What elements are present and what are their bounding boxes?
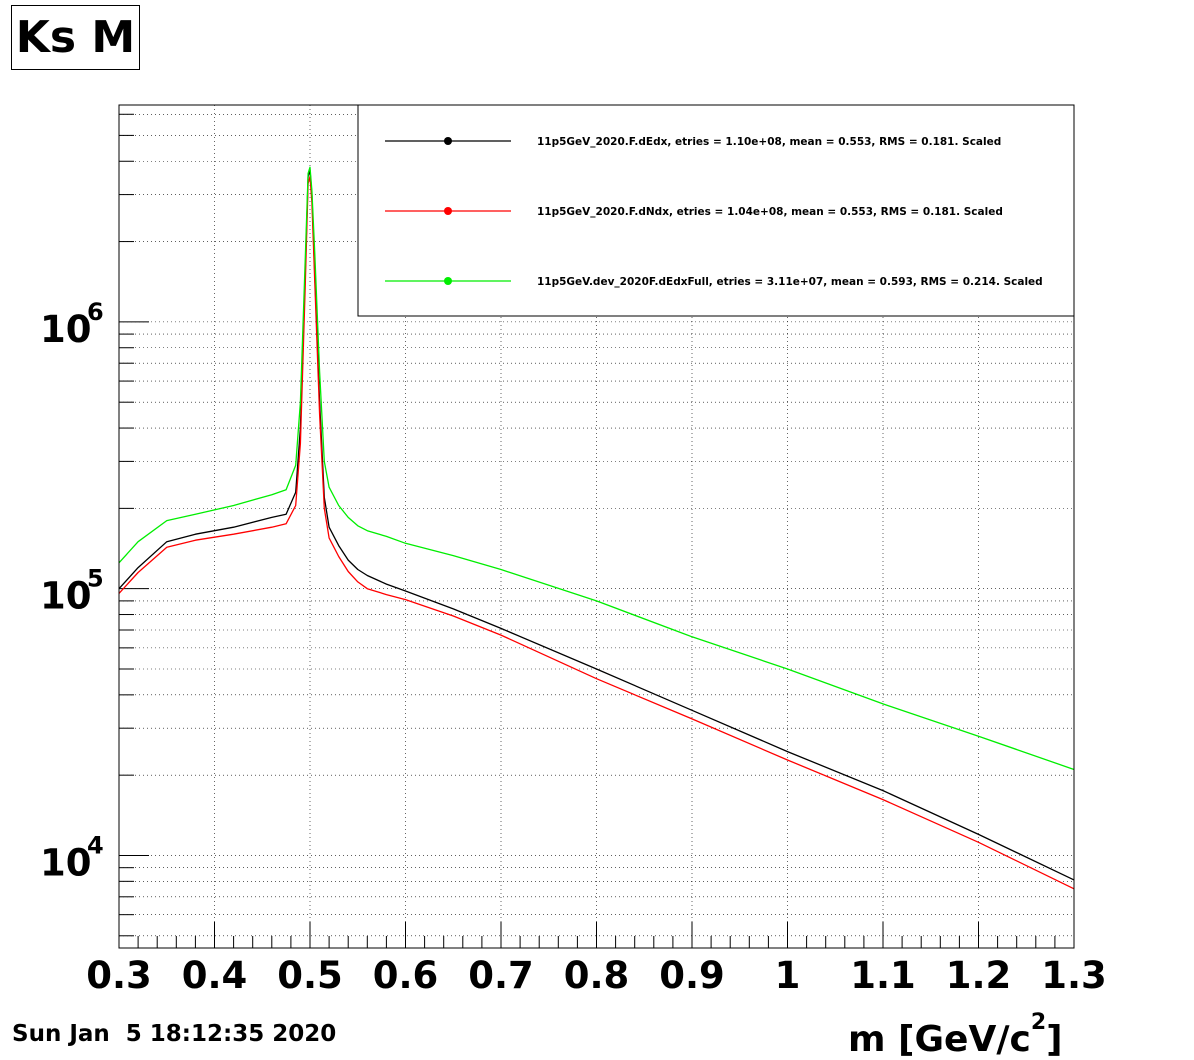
x-tick-label: 0.8 [564, 954, 630, 997]
x-tick-label: 0.3 [86, 954, 152, 997]
y-tick-exponent: 4 [87, 831, 104, 859]
y-tick-label: 104 [40, 831, 104, 884]
y-tick-base: 10 [40, 308, 92, 351]
y-tick-exponent: 6 [87, 298, 104, 326]
y-tick-label: 105 [40, 565, 104, 618]
x-tick-label: 0.9 [659, 954, 725, 997]
x-tick-label: 1 [775, 954, 801, 997]
minor-ticks [118, 113, 1075, 948]
x-tick-label: 0.6 [373, 954, 439, 997]
legend-entry-2: 11p5GeV_2020.F.dNdx, etries = 1.04e+08, … [537, 206, 1003, 218]
y-tick-base: 10 [40, 575, 92, 618]
x-axis-label-base: m [GeV/c [848, 1019, 1031, 1060]
x-tick-label: 0.7 [468, 954, 534, 997]
series-line-3 [118, 166, 1075, 771]
legend-entry-3: 11p5GeV.dev_2020F.dEdxFull, etries = 3.1… [537, 276, 1043, 288]
y-tick-label: 106 [40, 298, 104, 351]
series-lines [118, 166, 1075, 890]
x-tick-label: 1.1 [850, 954, 916, 997]
x-tick-label: 0.4 [182, 954, 248, 997]
x-axis-label: m [GeV/c2] [848, 1010, 1063, 1060]
x-tick-label: 1.2 [946, 954, 1012, 997]
y-tick-exponent: 5 [87, 565, 104, 593]
legend-entry-1: 11p5GeV_2020.F.dEdx, etries = 1.10e+08, … [537, 136, 1001, 148]
y-tick-base: 10 [40, 841, 92, 884]
series-line-2 [118, 176, 1075, 890]
x-tick-label: 0.5 [277, 954, 343, 997]
legend: 11p5GeV_2020.F.dEdx, etries = 1.10e+08, … [357, 104, 1075, 317]
legend-marker-2 [444, 207, 452, 215]
chart-title: Ks M [11, 5, 140, 70]
x-tick-label: 1.3 [1041, 954, 1107, 997]
x-tick-labels: 0.3 0.4 0.5 0.6 0.7 0.8 0.9 1 1.1 1.2 1.3 [86, 954, 1107, 997]
x-axis-label-end: ] [1046, 1019, 1063, 1060]
x-axis-label-exponent: 2 [1030, 1010, 1047, 1035]
legend-marker-3 [444, 277, 452, 285]
timestamp: Sun Jan 5 18:12:35 2020 [12, 1021, 337, 1047]
legend-marker-1 [444, 137, 452, 145]
